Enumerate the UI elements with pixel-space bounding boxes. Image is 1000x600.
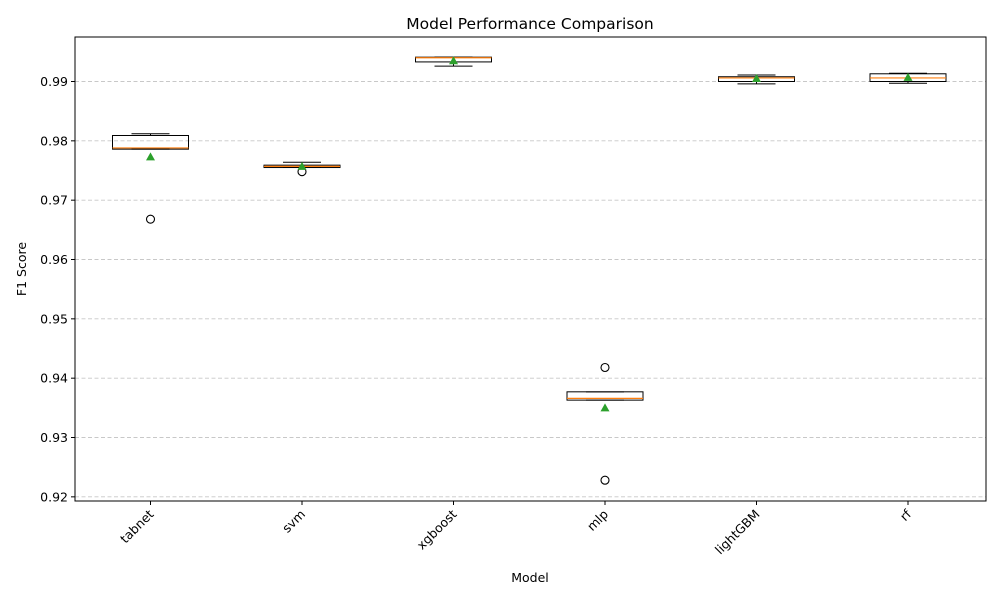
- x-tick-label: xgboost: [414, 506, 460, 552]
- chart-title: Model Performance Comparison: [406, 15, 653, 33]
- y-tick-label: 0.94: [40, 371, 68, 386]
- x-tick-label: svm: [279, 507, 308, 536]
- iqr-box: [566, 391, 644, 401]
- outlier-point: [600, 475, 610, 485]
- iqr-box: [112, 134, 189, 150]
- y-tick-label: 0.99: [40, 74, 68, 89]
- y-tick-label: 0.98: [40, 133, 68, 148]
- gridlines: [75, 81, 986, 498]
- mean-marker: [903, 72, 913, 81]
- mean-marker: [297, 161, 307, 170]
- y-tick-label: 0.93: [40, 430, 68, 445]
- x-tick-label: rf: [897, 506, 915, 524]
- mean-marker: [449, 56, 458, 65]
- x-axis-label: Model: [511, 570, 549, 585]
- box-lightGBM: [718, 74, 795, 85]
- x-tick-label: mlp: [584, 506, 611, 533]
- box-tabnet: [112, 133, 189, 224]
- box-svm: [263, 161, 341, 177]
- tick-layer: 0.92 0.93 0.94 0.95 0.96 0.97 0.98 0.99 tabnet sv…: [40, 74, 914, 557]
- outlier-point: [145, 214, 156, 224]
- outlier-point: [600, 362, 610, 373]
- mean-marker: [752, 74, 761, 83]
- y-tick-label: 0.96: [40, 252, 68, 267]
- x-tick-label: tabnet: [117, 506, 157, 546]
- y-tick-label: 0.95: [40, 311, 68, 326]
- x-tick-label: lightGBM: [712, 507, 763, 558]
- box-xgboost: [415, 56, 492, 67]
- mean-marker: [146, 152, 155, 161]
- y-tick-label: 0.92: [40, 489, 68, 504]
- plot-frame: [74, 36, 987, 502]
- box-layer: [112, 56, 947, 485]
- box-rf: [869, 72, 947, 84]
- box-mlp: [566, 362, 644, 485]
- y-tick-label: 0.97: [40, 193, 68, 208]
- mean-marker: [600, 403, 610, 412]
- y-axis-label: F1 Score: [14, 242, 29, 296]
